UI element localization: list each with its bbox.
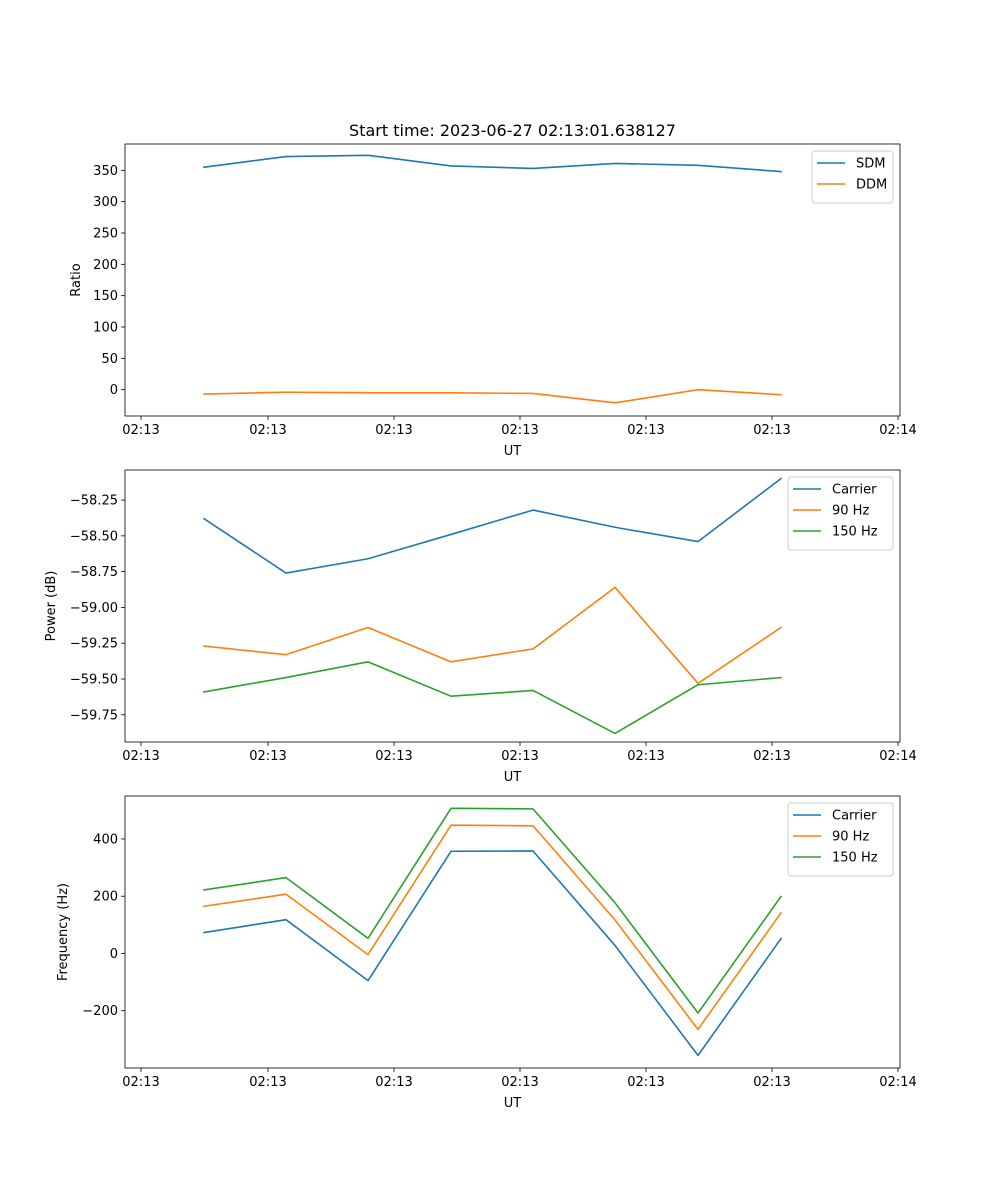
x-tick-label: 02:14 bbox=[879, 1075, 916, 1090]
x-tick-label: 02:14 bbox=[879, 749, 916, 764]
x-tick-label: 02:13 bbox=[627, 1075, 664, 1090]
legend-label: SDM bbox=[856, 157, 885, 172]
legend-label: Carrier bbox=[832, 809, 877, 824]
legend: Carrier 90 Hz 150 Hz bbox=[787, 802, 894, 877]
y-tick-label: 400 bbox=[93, 832, 118, 847]
y-tick-label: 100 bbox=[93, 321, 118, 336]
series-line-150-hz bbox=[203, 661, 782, 735]
axes-frame bbox=[124, 143, 901, 417]
x-tick-label: 02:13 bbox=[753, 423, 790, 438]
y-tick-label: 50 bbox=[101, 352, 118, 367]
x-tick-label: 02:13 bbox=[627, 749, 664, 764]
y-tick-label: −59.50 bbox=[70, 673, 118, 688]
y-tick-label: 0 bbox=[110, 383, 118, 398]
x-tick-label: 02:13 bbox=[627, 423, 664, 438]
legend-label: Carrier bbox=[832, 483, 877, 498]
subplot-2: 02:13 02:13 02:13 02:13 02:13 02:13 02:14 −58.2… bbox=[44, 469, 917, 785]
axes-frame bbox=[124, 469, 901, 743]
x-tick-label: 02:13 bbox=[249, 749, 286, 764]
x-tick-label: 02:13 bbox=[501, 749, 538, 764]
y-tick-label: 300 bbox=[93, 195, 118, 210]
series-line-carrier bbox=[202, 477, 783, 574]
x-tick-label: 02:13 bbox=[501, 423, 538, 438]
x-tick-label: 02:13 bbox=[753, 749, 790, 764]
legend-label: 150 Hz bbox=[832, 851, 878, 866]
legend-label: DDM bbox=[856, 178, 887, 193]
x-tick-label: 02:13 bbox=[501, 1075, 538, 1090]
y-axis-label: Power (dB) bbox=[44, 571, 59, 642]
y-tick-label: 350 bbox=[93, 164, 118, 179]
subplots: 02:13 02:13 02:13 02:13 02:13 02:13 02:14 0 50 10… bbox=[44, 143, 917, 1111]
x-axis-label: UT bbox=[504, 444, 522, 459]
x-tick-label: 02:13 bbox=[249, 1075, 286, 1090]
y-tick-label: −58.25 bbox=[70, 494, 118, 509]
y-tick-label: 0 bbox=[110, 947, 118, 962]
y-tick-label: −58.75 bbox=[70, 565, 118, 580]
figure-title: Start time: 2023-06-27 02:13:01.638127 bbox=[349, 121, 676, 140]
x-tick-label: 02:13 bbox=[375, 1075, 412, 1090]
y-tick-label: −59.00 bbox=[70, 601, 118, 616]
y-axis-label: Frequency (Hz) bbox=[56, 883, 71, 981]
x-tick-label: 02:13 bbox=[122, 749, 159, 764]
y-tick-label: 200 bbox=[93, 258, 118, 273]
y-tick-label: 150 bbox=[93, 289, 118, 304]
series-line-90-hz bbox=[203, 824, 783, 1031]
x-tick-label: 02:13 bbox=[122, 1075, 159, 1090]
x-axis-label: UT bbox=[504, 770, 522, 785]
series-line-sdm bbox=[203, 154, 782, 173]
x-tick-label: 02:13 bbox=[249, 423, 286, 438]
legend-box bbox=[811, 150, 894, 204]
x-tick-label: 02:13 bbox=[122, 423, 159, 438]
legend: SDM DDM bbox=[811, 150, 894, 204]
y-axis-label: Ratio bbox=[69, 263, 84, 296]
axes-frame bbox=[124, 795, 901, 1069]
legend-label: 150 Hz bbox=[832, 525, 878, 540]
y-tick-label: −58.50 bbox=[70, 529, 118, 544]
subplot-1: 02:13 02:13 02:13 02:13 02:13 02:13 02:14 0 50 10… bbox=[69, 143, 917, 459]
x-tick-label: 02:13 bbox=[375, 749, 412, 764]
x-tick-label: 02:14 bbox=[879, 423, 916, 438]
y-tick-label: −59.25 bbox=[70, 637, 118, 652]
y-tick-label: 200 bbox=[93, 890, 118, 905]
series-line-ddm bbox=[203, 388, 782, 404]
x-axis-label: UT bbox=[504, 1096, 522, 1111]
legend-label: 90 Hz bbox=[832, 830, 869, 845]
series-line-150-hz bbox=[203, 807, 783, 1014]
y-tick-label: −59.75 bbox=[70, 708, 118, 723]
y-tick-label: 250 bbox=[93, 226, 118, 241]
x-tick-label: 02:13 bbox=[375, 423, 412, 438]
legend-label: 90 Hz bbox=[832, 504, 869, 519]
series-line-carrier bbox=[203, 850, 783, 1057]
x-tick-label: 02:13 bbox=[753, 1075, 790, 1090]
y-tick-label: −200 bbox=[82, 1004, 118, 1019]
legend: Carrier 90 Hz 150 Hz bbox=[787, 476, 894, 551]
series-line-90-hz bbox=[203, 586, 783, 685]
subplot-3: 02:13 02:13 02:13 02:13 02:13 02:13 02:14 400 20… bbox=[56, 795, 917, 1111]
